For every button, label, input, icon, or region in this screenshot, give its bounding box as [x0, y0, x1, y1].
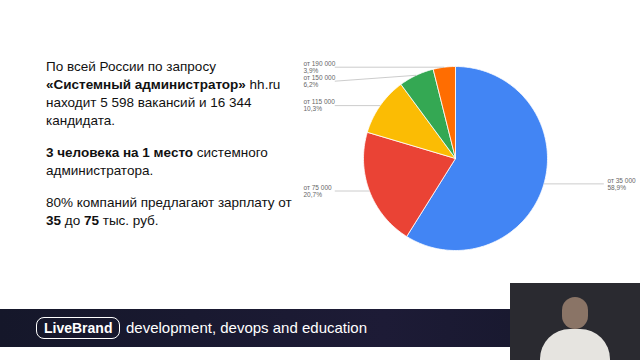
- svg-text:от 75 00020,7%: от 75 00020,7%: [304, 184, 333, 198]
- html-text:80% компаний предлагают зарпла: 80% компаний предлагают зарплату от: [46, 195, 292, 210]
- svg-text:от 35 00058,9%: от 35 00058,9%: [608, 177, 637, 191]
- html-text:development, devops and educat: development, devops and education: [126, 319, 367, 336]
- svg-text:от 190 0003,9%: от 190 0003,9%: [304, 60, 336, 74]
- html-text:По всей России по запросу: По всей России по запросу: [46, 59, 216, 74]
- html-text:35 до 75 тыс. руб.: 35 до 75 тыс. руб.: [46, 213, 159, 228]
- svg-text:от 115 00010,3%: от 115 00010,3%: [304, 98, 336, 112]
- html-text:LiveBrand: LiveBrand: [44, 320, 113, 336]
- html-text:«Системный администратор» hh.r: «Системный администратор» hh.ru находит …: [46, 77, 281, 128]
- html-text:3 человека на 1 место системно: 3 человека на 1 место системного админис…: [46, 145, 268, 178]
- svg-text:от 150 0006,2%: от 150 0006,2%: [304, 74, 336, 88]
